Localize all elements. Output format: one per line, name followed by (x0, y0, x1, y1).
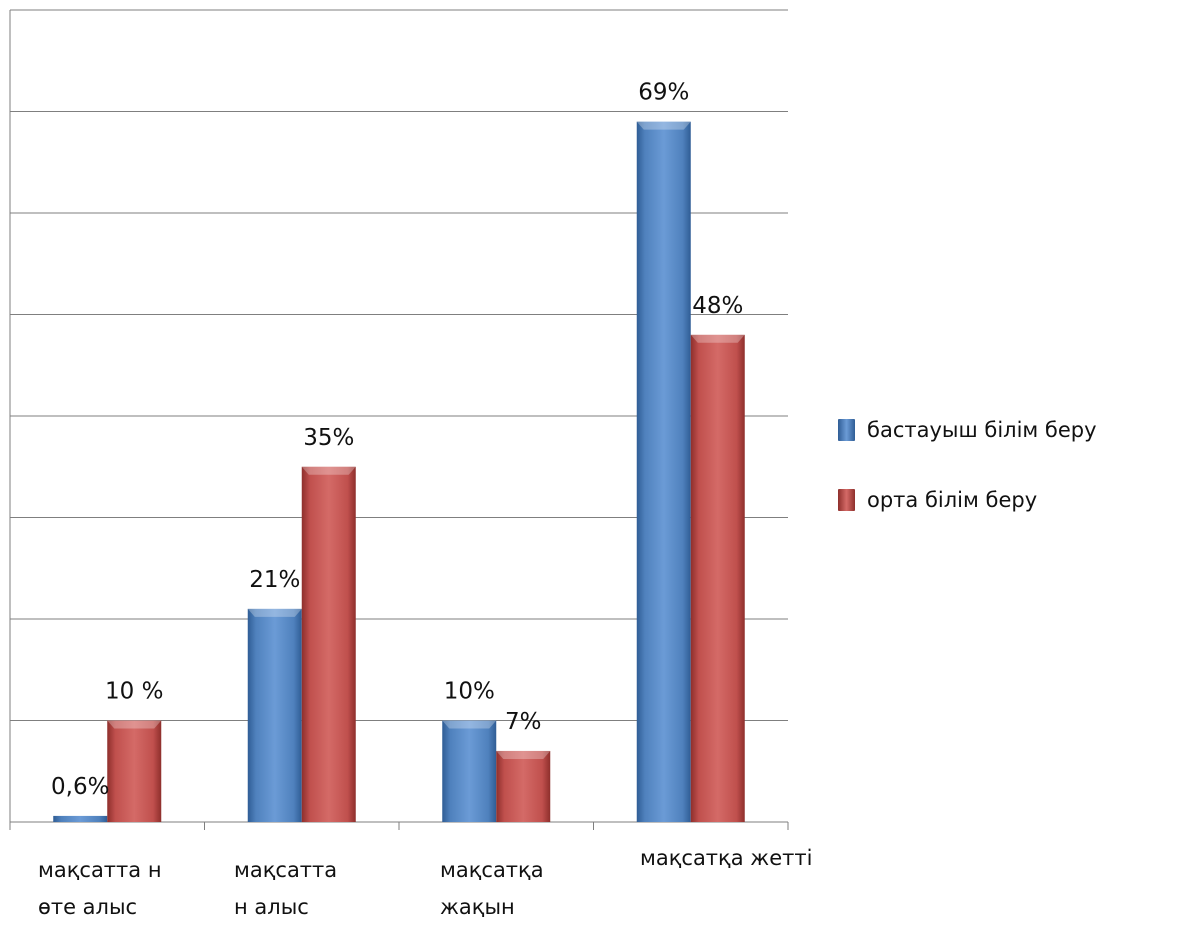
data-label: 10 % (105, 679, 163, 705)
legend-item-series-0: бастауыш білім беру (838, 412, 1097, 448)
x-tick-label-line: өте алыс (38, 895, 138, 919)
legend-swatch-blue (838, 419, 855, 441)
gridlines (10, 9, 788, 721)
x-tick-label-line: мақсатта (234, 858, 338, 882)
bar-blue-3 (636, 121, 691, 822)
bar-blue-0 (53, 815, 108, 822)
legend-label: бастауыш білім беру (867, 418, 1097, 442)
x-tick-label-line: мақсатта н (38, 858, 162, 882)
bar-blue-2 (442, 720, 497, 822)
x-tick-label-line: мақсатқа жетті (640, 846, 813, 870)
data-label: 21% (249, 567, 300, 593)
x-tick-label: мақсатқа жетті (640, 840, 812, 877)
legend-swatch-red (838, 489, 855, 511)
legend-item-series-1: орта білім беру (838, 482, 1097, 518)
data-label: 10% (444, 679, 495, 705)
x-tick-label-line: мақсатқа (440, 858, 544, 882)
data-label: 35% (303, 425, 354, 451)
data-label: 48% (692, 293, 743, 319)
bar-red-3 (690, 334, 745, 822)
x-tick-label-line: жақын (440, 895, 515, 919)
data-labels: 0,6% 21% 10% 69% 10 % 35% 7% 48% (51, 80, 743, 800)
x-tick-label: мақсатқа жақын (440, 852, 544, 926)
data-label: 69% (638, 80, 689, 106)
data-label: 0,6% (51, 774, 109, 800)
bar-red-2 (496, 750, 551, 822)
bar-red-0 (107, 720, 162, 822)
x-tick-label: мақсатта н алыс (234, 852, 337, 926)
legend: бастауыш білім беру орта білім беру (838, 412, 1097, 552)
x-tick-label: мақсатта н өте алыс (38, 852, 162, 926)
bar-red-1 (301, 466, 356, 822)
legend-label: орта білім беру (867, 488, 1038, 512)
x-tick-label-line: н алыс (234, 895, 309, 919)
bars (53, 121, 745, 822)
data-label: 7% (505, 709, 542, 735)
bar-blue-1 (247, 608, 302, 822)
